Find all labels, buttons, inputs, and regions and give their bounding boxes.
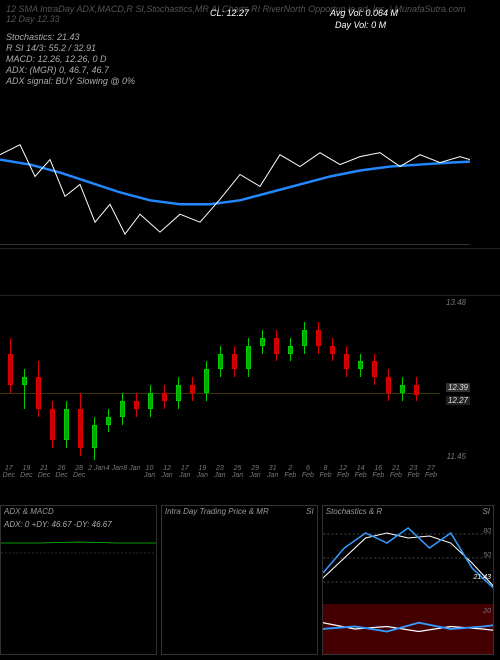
x-tick: 2 Jan (88, 465, 106, 487)
candle (134, 300, 139, 460)
x-tick: 25 Jan (229, 465, 247, 487)
candle (204, 300, 209, 460)
ylab-20: 20 (483, 608, 491, 615)
x-tick: 28 Dec (70, 465, 88, 487)
x-tick: 2 Feb (282, 465, 300, 487)
candle (302, 300, 307, 460)
candlestick-panel: 13.48 12.39 12.27 11.45 17 Dec19 Dec21 D… (0, 300, 470, 485)
price-close2: 12.27 (446, 396, 470, 405)
candle (162, 300, 167, 460)
close-price: CL: 12.27 (210, 8, 249, 20)
x-tick: 17 Jan (176, 465, 194, 487)
x-tick: 27 Feb (422, 465, 440, 487)
line-chart-panel (0, 105, 470, 245)
candle (246, 300, 251, 460)
intra-right: SI (306, 507, 314, 516)
candle (330, 300, 335, 460)
candle (344, 300, 349, 460)
x-tick: 21 Dec (35, 465, 53, 487)
x-tick: 10 Jan (141, 465, 159, 487)
candle (106, 300, 111, 460)
candle (358, 300, 363, 460)
price-top: 13.48 (446, 298, 466, 307)
candle (288, 300, 293, 460)
adx-title: ADX & MACD (4, 507, 54, 516)
header-block: 12 SMA IntraDay ADX,MACD,R SI,Stochastic… (0, 0, 500, 8)
bottom-panels: ADX & MACD ADX: 0 +DY: 46.67 -DY: 46.67 … (0, 505, 494, 655)
candle (92, 300, 97, 460)
adx-green-line (1, 542, 156, 544)
stoch-title: Stochastics & R (326, 507, 382, 516)
candle (232, 300, 237, 460)
candle (176, 300, 181, 460)
candle (64, 300, 69, 460)
candle (316, 300, 321, 460)
candle (260, 300, 265, 460)
candle (22, 300, 27, 460)
day-line: 12 Day 12.33 (6, 14, 60, 26)
price-bot: 11.45 (447, 452, 466, 461)
candle (50, 300, 55, 460)
stoch-right: SI (482, 507, 490, 516)
price-close1: 12.39 (446, 383, 470, 392)
x-tick: 23 Feb (405, 465, 423, 487)
candle (414, 300, 419, 460)
day-vol: Day Vol: 0 M (335, 20, 386, 32)
x-tick: 8 Feb (317, 465, 335, 487)
candle (274, 300, 279, 460)
candle (36, 300, 41, 460)
price-line (0, 145, 470, 234)
x-tick: 16 Feb (369, 465, 387, 487)
x-tick: 12 Jan (158, 465, 176, 487)
x-tick: 19 Jan (194, 465, 212, 487)
stochastics-label: Stochastics: 21.43 (6, 32, 80, 44)
candle (218, 300, 223, 460)
macd-label: MACD: 12.26, 12.26, 0 D (6, 54, 107, 66)
adx-signal: ADX signal: BUY Slowing @ 0% (6, 76, 135, 88)
x-tick: 6 Feb (299, 465, 317, 487)
x-tick: 12 Feb (334, 465, 352, 487)
adx-label: ADX: (MGR) 0, 46.7, 46.7 (6, 65, 109, 77)
candle (8, 300, 13, 460)
x-tick: 23 Jan (211, 465, 229, 487)
x-tick: 4 Jan (106, 465, 124, 487)
divider-2 (0, 295, 500, 296)
candle (120, 300, 125, 460)
candle (372, 300, 377, 460)
x-tick: 8 Jan (123, 465, 141, 487)
x-tick: 19 Dec (18, 465, 36, 487)
candle (78, 300, 83, 460)
ylab-21: 21.43 (473, 574, 491, 581)
x-tick: 17 Dec (0, 465, 18, 487)
candle (386, 300, 391, 460)
x-tick: 21 Feb (387, 465, 405, 487)
x-tick: 29 Jan (246, 465, 264, 487)
ylab-50: 50 (483, 552, 491, 559)
x-axis: 17 Dec19 Dec21 Dec26 Dec28 Dec2 Jan4 Jan… (0, 463, 440, 485)
x-tick: 26 Dec (53, 465, 71, 487)
stochastics-panel: Stochastics & R SI 80 50 21.43 20 (322, 505, 494, 655)
candle (400, 300, 405, 460)
avg-vol: Avg Vol: 0.064 M (330, 8, 398, 20)
divider-1 (0, 248, 500, 249)
x-tick: 31 Jan (264, 465, 282, 487)
adx-macd-panel: ADX & MACD ADX: 0 +DY: 46.67 -DY: 46.67 (0, 505, 157, 655)
ylab-80: 80 (483, 528, 491, 535)
candle (148, 300, 153, 460)
rsi-label: R SI 14/3: 55.2 / 32.91 (6, 43, 96, 55)
adx-values: ADX: 0 +DY: 46.67 -DY: 46.67 (4, 520, 112, 529)
intraday-panel: Intra Day Trading Price & MR SI (161, 505, 318, 655)
intra-title: Intra Day Trading Price & MR (165, 507, 269, 516)
candle (190, 300, 195, 460)
x-tick: 14 Feb (352, 465, 370, 487)
